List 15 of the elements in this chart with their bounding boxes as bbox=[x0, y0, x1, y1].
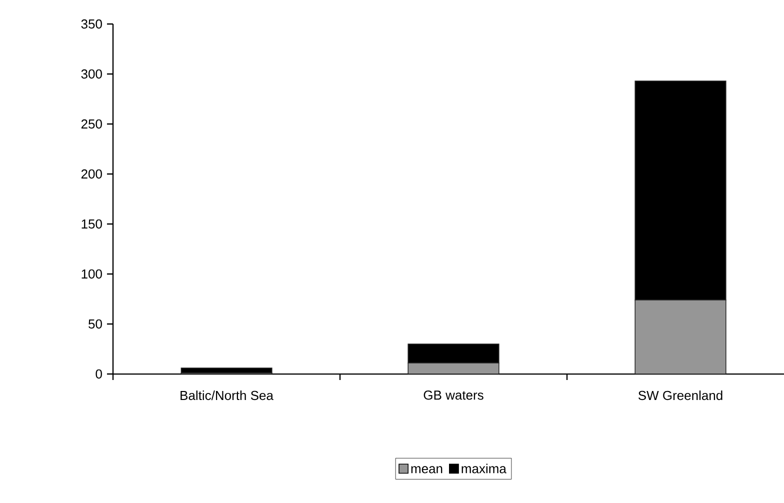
bar bbox=[408, 344, 500, 364]
legend-label: mean bbox=[411, 466, 442, 474]
y-tick-label: 250 bbox=[81, 119, 102, 129]
y-tick-label: 300 bbox=[81, 69, 102, 79]
x-tick-label: GB waters bbox=[424, 390, 484, 400]
x-tick-label: Baltic/North Sea bbox=[180, 390, 274, 400]
y-tick-label: 200 bbox=[81, 169, 102, 179]
y-tick-label: 0 bbox=[96, 369, 102, 379]
legend-label: maxima bbox=[462, 464, 506, 474]
y-tick-label: 150 bbox=[82, 219, 102, 229]
bar bbox=[634, 80, 726, 300]
y-tick-label: 100 bbox=[82, 269, 102, 279]
x-tick-label: SW Greenland bbox=[638, 390, 722, 400]
y-tick-label: 350 bbox=[81, 19, 102, 29]
y-tick-label: 50 bbox=[88, 319, 102, 329]
